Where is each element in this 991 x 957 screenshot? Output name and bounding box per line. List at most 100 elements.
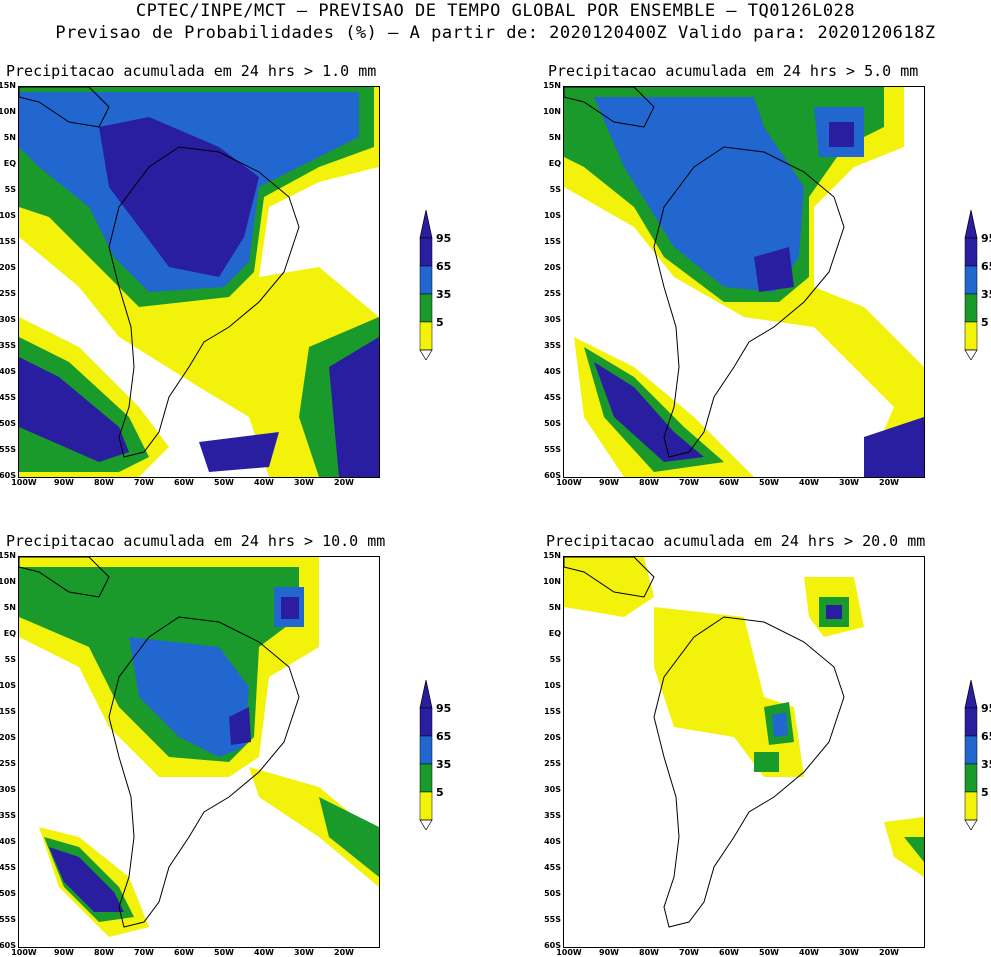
central-america-coastline [19,87,110,128]
colorbar-swatch [964,237,978,267]
lat-tick-label: 10N [543,107,561,116]
lat-tick-label: 20S [544,733,561,742]
lon-tick-label: 70W [679,478,699,487]
panel-title-2: Precipitacao acumulada em 24 hrs > 5.0 m… [548,62,919,80]
probability-area [754,752,779,772]
probability-area [249,767,379,887]
probability-area [329,337,379,477]
lat-tick-label: 35S [544,811,561,820]
lat-tick-label: 45S [544,393,561,402]
lon-tick-label: 50W [214,948,234,957]
probability-area [864,417,924,477]
colorbar-swatch [419,237,433,267]
lat-tick-label: 55S [0,915,16,924]
lat-tick-label: 55S [544,915,561,924]
lat-tick-label: 30S [544,315,561,324]
lat-tick-label: 60S [0,941,16,950]
lon-tick-label: 70W [134,948,154,957]
colorbar-level-label: 5 [981,786,989,799]
probability-area [199,432,279,472]
probability-map-2 [563,86,925,478]
lat-tick-label: 10N [0,577,16,586]
central-america-coastline [564,87,655,128]
colorbar-level-label: 35 [981,288,991,301]
colorbar-level-label: 65 [981,260,991,273]
probability-area [594,97,804,292]
lat-tick-label: EQ [3,629,16,638]
lat-tick-label: EQ [548,629,561,638]
lat-tick-label: 20S [0,263,16,272]
lon-tick-label: 40W [254,948,274,957]
lat-tick-label: 15N [543,551,561,560]
lon-tick-label: 30W [294,478,314,487]
colorbar-level-label: 95 [436,702,452,715]
lat-tick-label: 35S [0,811,16,820]
lon-tick-label: 90W [599,948,619,957]
lon-tick-label: 90W [599,478,619,487]
colorbar-swatch [964,321,978,351]
lat-tick-label: 5N [548,133,561,142]
lat-tick-label: 60S [0,471,16,480]
lat-tick-label: 50S [544,419,561,428]
lat-tick-label: 40S [544,367,561,376]
lat-tick-label: EQ [548,159,561,168]
central-america-coastline [564,557,655,598]
colorbar-level-label: 35 [436,288,452,301]
lon-tick-label: 100W [556,948,582,957]
lat-tick-label: 25S [0,289,16,298]
colorbar-bottom-arrow [419,819,433,831]
lat-tick-label: 30S [544,785,561,794]
lat-tick-label: 5N [548,603,561,612]
colorbar-level-label: 5 [436,786,444,799]
colorbar-level-label: 65 [436,260,452,273]
lat-tick-label: 40S [0,837,16,846]
lon-tick-label: 60W [174,948,194,957]
probability-area [49,847,124,912]
south-america-coastline [653,616,845,928]
lat-tick-label: 15N [543,81,561,90]
lat-tick-label: EQ [3,159,16,168]
colorbar-level-label: 35 [981,758,991,771]
lat-tick-label: 10N [0,107,16,116]
probability-area [772,712,788,737]
lon-tick-label: 20W [879,478,899,487]
south-america-coastline [108,146,300,458]
probability-area [99,117,259,277]
lat-tick-label: 20S [544,263,561,272]
colorbar-level-label: 95 [981,702,991,715]
probability-area [904,837,924,862]
colorbar-bottom-arrow [964,819,978,831]
lat-tick-label: 25S [544,759,561,768]
panel-title-1: Precipitacao acumulada em 24 hrs > 1.0 m… [6,62,377,80]
lat-tick-label: 30S [0,785,16,794]
lat-tick-label: 10S [0,681,16,690]
colorbar-level-label: 5 [981,316,989,329]
lat-tick-label: 15N [0,81,16,90]
colorbar-1: 95 65 35 5 [418,209,478,361]
lat-tick-label: 10S [544,211,561,220]
lat-tick-label: 55S [0,445,16,454]
probability-area [754,247,794,292]
colorbar-level-label: 95 [436,232,452,245]
lon-tick-label: 30W [839,478,859,487]
probability-area [129,637,249,757]
lat-tick-label: 5S [4,655,16,664]
lat-tick-label: 50S [544,889,561,898]
colorbar-3: 95 65 35 5 [418,679,478,831]
lon-tick-label: 50W [214,478,234,487]
lat-tick-label: 5S [4,185,16,194]
lon-tick-label: 80W [94,948,114,957]
colorbar-top-arrow [419,679,433,709]
lat-tick-label: 15S [0,707,16,716]
probability-area [829,122,854,147]
main-title-line2: Previsao de Probabilidades (%) — A parti… [55,23,936,43]
lon-tick-label: 70W [679,948,699,957]
colorbar-bottom-arrow [419,349,433,361]
colorbar-level-label: 35 [436,758,452,771]
lat-tick-label: 40S [0,367,16,376]
colorbar-swatch [964,735,978,765]
south-america-coastline [653,146,845,458]
lon-tick-label: 60W [719,948,739,957]
lon-tick-label: 100W [556,478,582,487]
lat-tick-label: 60S [544,471,561,480]
